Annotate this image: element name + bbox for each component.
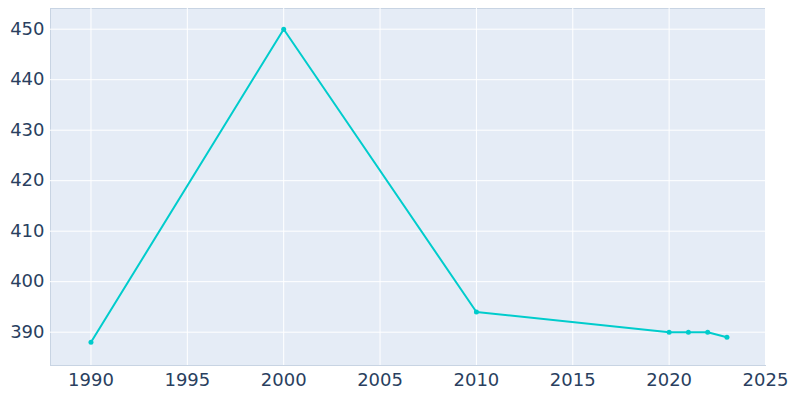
svg-text:1995: 1995	[164, 369, 210, 390]
svg-text:420: 420	[10, 169, 44, 190]
svg-text:440: 440	[10, 68, 44, 89]
svg-text:1990: 1990	[68, 369, 114, 390]
svg-text:2020: 2020	[646, 369, 692, 390]
svg-text:2025: 2025	[743, 369, 789, 390]
svg-text:390: 390	[10, 321, 44, 342]
svg-text:450: 450	[10, 18, 44, 39]
svg-text:2000: 2000	[261, 369, 307, 390]
svg-text:410: 410	[10, 220, 44, 241]
svg-text:430: 430	[10, 119, 44, 140]
svg-text:2005: 2005	[357, 369, 403, 390]
svg-text:2010: 2010	[454, 369, 500, 390]
svg-text:400: 400	[10, 270, 44, 291]
svg-text:2015: 2015	[550, 369, 596, 390]
